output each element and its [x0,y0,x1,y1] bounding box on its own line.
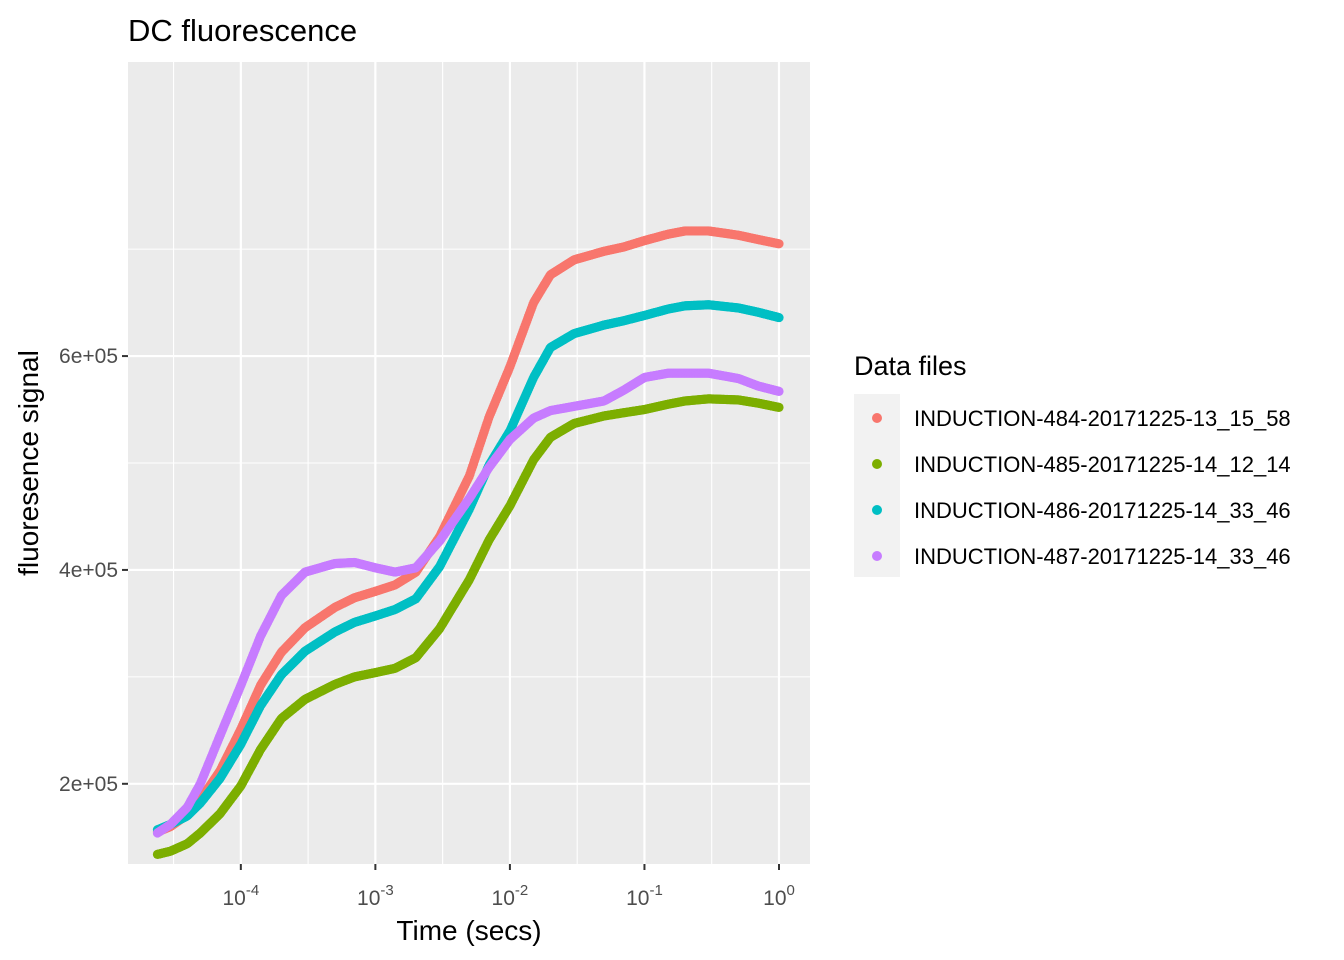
legend-key [872,551,882,561]
data-points [152,226,784,859]
data-point [774,386,784,396]
y-axis-label: fluoresence signal [13,350,44,576]
legend-label: INDUCTION-487-20171225-14_33_46 [914,544,1291,569]
legend-key [872,413,882,423]
x-tick-label: 100 [763,882,795,910]
data-point [774,239,784,249]
x-axis: 10-4 10-3 10-2 10-1 100 [222,864,795,910]
x-tick-label: 10-2 [492,882,529,910]
legend-label: INDUCTION-485-20171225-14_12_14 [914,452,1291,477]
legend: Data files INDUCTION-484-20171225-13_15_… [854,351,1291,577]
legend-items: INDUCTION-484-20171225-13_15_58 INDUCTION… [872,406,1291,569]
y-tick-label: 4e+05 [59,559,118,582]
legend-title: Data files [854,351,967,381]
series-4 [152,368,784,838]
legend-label: INDUCTION-486-20171225-14_33_46 [914,498,1291,523]
legend-key-background [854,394,900,577]
x-axis-label: Time (secs) [396,915,541,946]
legend-key [872,459,882,469]
legend-label: INDUCTION-484-20171225-13_15_58 [914,406,1291,431]
y-tick-label: 2e+05 [59,773,118,796]
y-tick-label: 6e+05 [59,345,118,368]
legend-key [872,505,882,515]
x-tick-label: 10-4 [222,882,259,910]
data-point [774,402,784,412]
series-2 [152,394,784,859]
chart-title: DC fluorescence [128,13,357,48]
x-tick-label: 10-3 [357,882,394,910]
y-axis: 2e+05 4e+05 6e+05 [59,345,128,796]
x-tick-label: 10-1 [626,882,663,910]
data-point [774,312,784,323]
